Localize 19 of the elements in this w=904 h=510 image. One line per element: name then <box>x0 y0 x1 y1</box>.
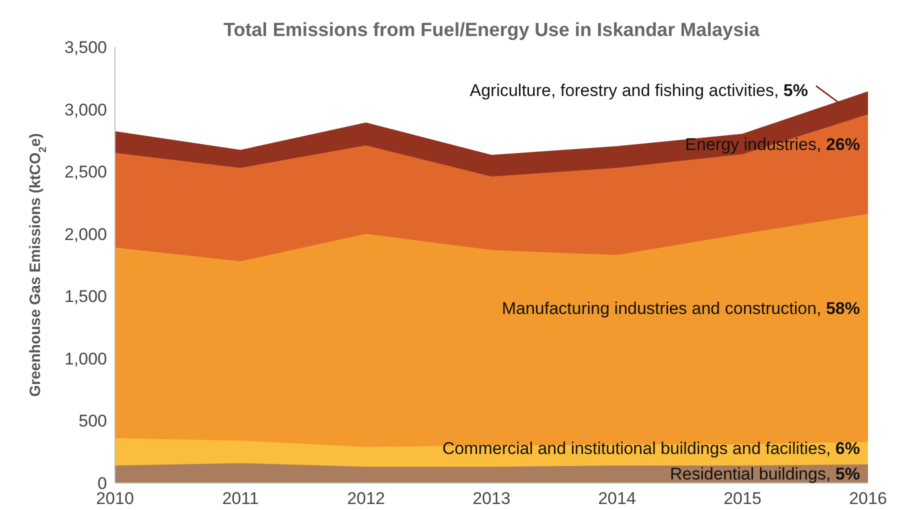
x-tick-label: 2016 <box>849 489 887 508</box>
y-tick-label: 2,000 <box>64 224 107 244</box>
x-tick-label: 2014 <box>598 489 636 508</box>
x-tick-label: 2015 <box>724 489 762 508</box>
x-tick-label: 2012 <box>347 489 385 508</box>
series-label: Manufacturing industries and construction, 58% <box>502 298 860 318</box>
y-tick-label: 1,500 <box>64 287 107 306</box>
chart-title: Total Emissions from Fuel/Energy Use in Iskandar Malaysia <box>223 20 760 41</box>
series-label: Agriculture, forestry and fishing activities, 5% <box>470 80 808 100</box>
y-tick-label: 500 <box>78 412 107 431</box>
series-label: Commercial and institutional buildings and facilities, 6% <box>442 438 860 458</box>
y-tick-label: 3,500 <box>64 38 107 57</box>
y-tick-label: 3,000 <box>64 100 107 120</box>
series-label: Energy industries, 26% <box>685 135 860 154</box>
series-label: Residential buildings, 5% <box>670 464 860 484</box>
y-tick-label: 1,000 <box>64 349 107 368</box>
y-tick-label: 2,500 <box>64 162 107 182</box>
x-tick-label: 2011 <box>222 489 259 508</box>
x-tick-label: 2013 <box>472 489 510 508</box>
